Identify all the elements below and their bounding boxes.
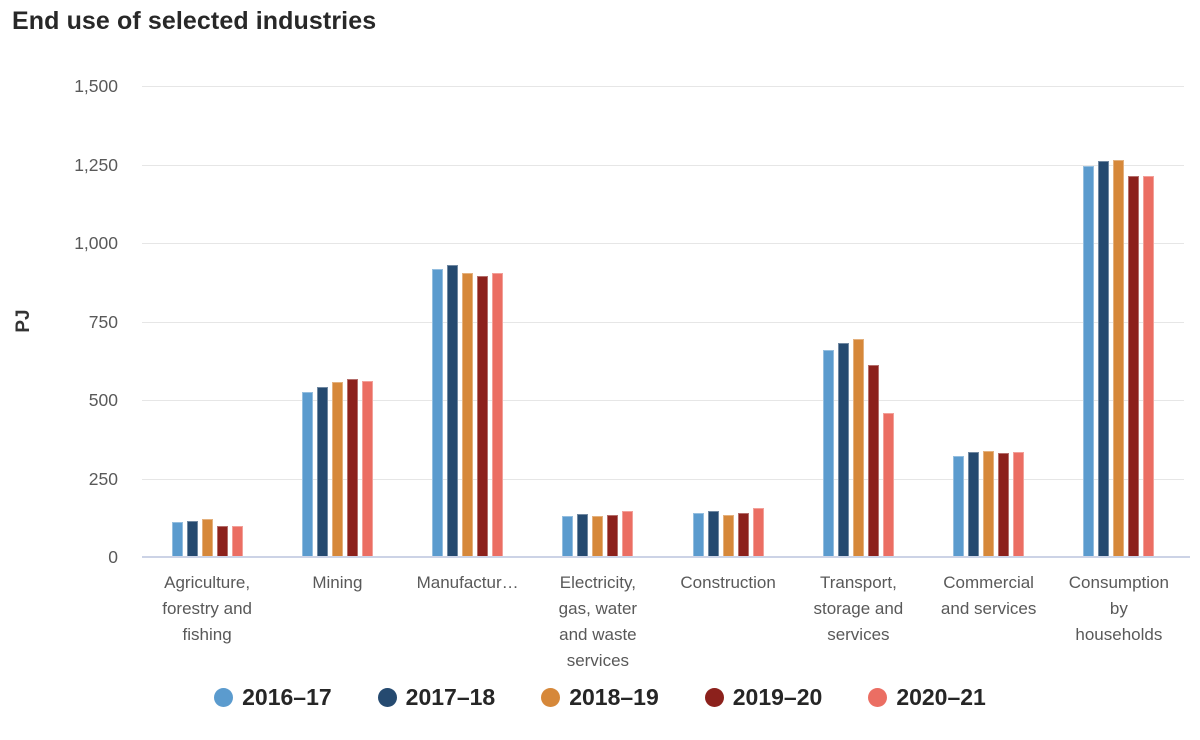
legend-marker-icon [214, 688, 234, 707]
legend-item-2018-19[interactable]: 2018–19 [541, 684, 659, 711]
legend-marker-icon [377, 688, 397, 707]
x-category-label-text: Agriculture, forestry and fishing [162, 573, 252, 644]
x-category-label: Manufactur… [403, 570, 533, 596]
x-category-label: Consumption by households [1054, 570, 1184, 648]
bar-group [142, 86, 272, 557]
legend-item-2016-17[interactable]: 2016–17 [214, 684, 332, 711]
bar[interactable] [1143, 176, 1155, 557]
bar[interactable] [447, 265, 459, 557]
bar[interactable] [477, 276, 489, 557]
bar[interactable] [752, 508, 764, 557]
bar-group [924, 86, 1054, 557]
bar[interactable] [722, 515, 734, 557]
legend-item-2020-21[interactable]: 2020–21 [868, 684, 986, 711]
legend-label: 2018–19 [569, 684, 659, 710]
x-category-label-text: Construction [680, 573, 776, 592]
bar[interactable] [346, 379, 358, 557]
bar[interactable] [577, 514, 589, 557]
x-category-label: Transport, storage and services [793, 570, 923, 648]
bar[interactable] [186, 521, 198, 557]
bar[interactable] [983, 451, 995, 557]
bar[interactable] [361, 381, 373, 557]
bar[interactable] [867, 365, 879, 557]
bar[interactable] [492, 273, 504, 557]
x-category-label-text: Manufactur… [416, 573, 519, 592]
bar[interactable] [231, 526, 243, 557]
x-category-label-text: Electricity, gas, water and waste servic… [558, 573, 638, 670]
legend-marker-icon [541, 688, 561, 707]
y-tick-label: 500 [88, 390, 118, 410]
bar-group [533, 86, 663, 557]
bar[interactable] [1098, 161, 1110, 557]
legend-item-2019-20[interactable]: 2019–20 [704, 684, 823, 711]
bar[interactable] [331, 382, 343, 557]
legend-item-2017-18[interactable]: 2017–18 [377, 684, 496, 711]
y-tick-label: 1,000 [74, 233, 118, 253]
legend-label: 2017–18 [405, 684, 496, 710]
y-tick-label: 1,500 [74, 76, 118, 96]
bar[interactable] [1013, 452, 1025, 557]
y-tick-label: 1,250 [74, 154, 118, 175]
bar[interactable] [822, 350, 834, 557]
gridline [142, 478, 1184, 480]
chart-title: End use of selected industries [12, 7, 377, 35]
bar[interactable] [953, 456, 965, 557]
bar[interactable] [998, 453, 1010, 557]
gridline [142, 164, 1184, 166]
x-category-label-text: Commercial and services [940, 573, 1037, 618]
x-category-label: Agriculture, forestry and fishing [142, 570, 272, 648]
gridline [142, 86, 1184, 87]
x-axis-line [142, 556, 1190, 558]
bar[interactable] [607, 515, 619, 557]
bar-group [272, 86, 402, 557]
bar[interactable] [692, 513, 704, 557]
y-tick-label: 750 [88, 311, 118, 332]
legend: 2016–17 2017–18 2018–19 2019–20 2020–21 [0, 684, 1200, 711]
bar[interactable] [968, 452, 980, 557]
gridline [142, 400, 1184, 401]
y-tick-label: 0 [108, 547, 118, 567]
bar[interactable] [852, 339, 864, 557]
y-tick-label: 250 [88, 468, 118, 489]
bar[interactable] [737, 513, 749, 557]
legend-marker-icon [704, 688, 724, 707]
bar[interactable] [462, 273, 474, 557]
bar-group [793, 86, 923, 557]
bar[interactable] [432, 269, 444, 557]
bar-group [403, 86, 533, 557]
x-category-label: Mining [272, 570, 402, 596]
bar[interactable] [301, 392, 313, 557]
bar[interactable] [592, 516, 604, 557]
x-category-label: Electricity, gas, water and waste servic… [533, 570, 663, 674]
bar-group [663, 86, 793, 557]
bar-group [1054, 86, 1184, 557]
bar[interactable] [1083, 166, 1095, 557]
bar[interactable] [1113, 160, 1125, 557]
bar[interactable] [171, 522, 183, 557]
legend-label: 2020–21 [896, 684, 986, 710]
bar[interactable] [316, 387, 328, 557]
bar[interactable] [707, 511, 719, 557]
legend-label: 2016–17 [242, 684, 332, 710]
x-category-label-text: Mining [312, 573, 363, 592]
bar[interactable] [622, 511, 634, 557]
x-category-label: Commercial and services [924, 570, 1054, 622]
x-category-label-text: Transport, storage and services [813, 573, 904, 644]
bar[interactable] [562, 516, 574, 557]
gridline [142, 243, 1184, 244]
x-category-label-text: Consumption by households [1068, 573, 1169, 644]
bar[interactable] [216, 526, 228, 557]
bar[interactable] [882, 413, 894, 557]
gridline [142, 321, 1184, 323]
bar[interactable] [201, 519, 213, 557]
legend-label: 2019–20 [732, 684, 823, 710]
bar[interactable] [1128, 176, 1140, 557]
legend-marker-icon [868, 688, 888, 707]
bar[interactable] [837, 343, 849, 557]
x-category-label: Construction [663, 570, 793, 596]
